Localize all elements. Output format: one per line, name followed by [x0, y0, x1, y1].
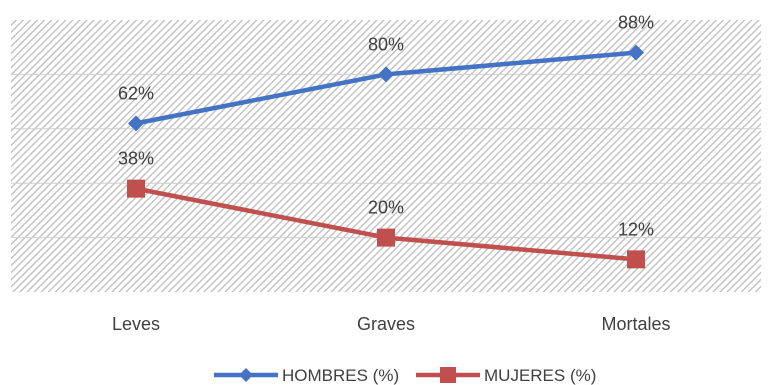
data-label-0-1: 80% [368, 34, 404, 54]
legend-entry-1: MUJERES (%) [416, 366, 596, 385]
data-point-1-2 [627, 250, 645, 269]
x-tick-label-2: Mortales [601, 314, 670, 334]
legend-label-1: MUJERES (%) [484, 366, 596, 385]
legend-marker-1 [440, 367, 456, 383]
data-label-1-0: 38% [118, 149, 154, 169]
data-point-0-1 [378, 66, 394, 83]
legend-label-0: HOMBRES (%) [282, 366, 399, 385]
series-layer: 62% 80% 88% 38% 20% 12% [118, 13, 654, 269]
data-label-0-2: 88% [618, 13, 654, 33]
data-label-1-2: 12% [618, 219, 654, 239]
data-point-1-1 [377, 228, 395, 247]
x-tick-label-1: Graves [357, 314, 415, 334]
x-axis: Leves Graves Mortales [112, 314, 671, 334]
legend-marker-0 [239, 368, 253, 382]
data-point-1-0 [127, 179, 145, 198]
series-0: 62% 80% 88% [118, 13, 654, 132]
legend-entry-0: HOMBRES (%) [214, 366, 399, 385]
data-point-0-0 [128, 115, 144, 132]
legend: HOMBRES (%) MUJERES (%) [214, 366, 596, 385]
series-1: 38% 20% 12% [118, 149, 654, 269]
x-tick-label-0: Leves [112, 314, 160, 334]
data-label-1-1: 20% [368, 198, 404, 218]
data-label-0-0: 62% [118, 83, 154, 103]
data-point-0-2 [628, 44, 644, 61]
plot-area [11, 20, 761, 292]
